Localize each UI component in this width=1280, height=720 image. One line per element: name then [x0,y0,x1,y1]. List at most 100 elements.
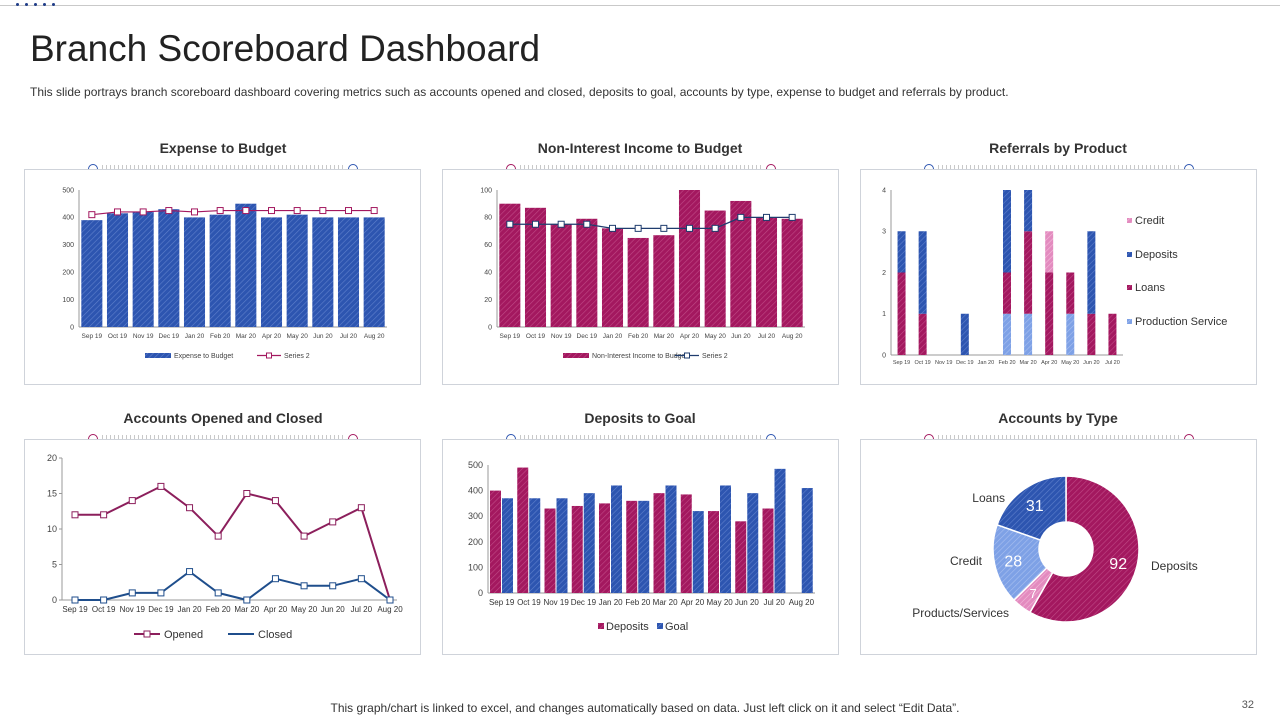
line-marker [88,211,96,219]
legend-label: Closed [258,629,292,641]
bar [599,503,610,593]
x-tick-label: Dec 19 [148,605,174,614]
x-tick-label: Dec 19 [159,333,180,340]
series-line [75,485,391,601]
x-tick-label: Dec 19 [577,333,598,340]
legend-label: Production Service [1135,316,1227,328]
legend-label: Non-Interest Income to Budget [592,353,687,360]
x-tick-label: Sep 19 [489,598,515,607]
bar [665,485,677,593]
line-marker [557,220,565,228]
stacked-bar-segment [897,272,906,355]
pie-value-label: 31 [1026,498,1044,515]
legend-label: Goal [665,621,688,633]
x-tick-label: Aug 20 [377,605,403,614]
series-line [91,209,375,216]
y-tick-label: 1 [882,311,886,318]
y-tick-label: 0 [882,352,886,359]
bar [611,485,622,593]
x-tick-label: Feb 20 [628,333,649,340]
legend-label: Loans [1135,282,1165,294]
x-tick-label: Apr 20 [264,605,288,614]
x-tick-label: Oct 19 [108,333,128,340]
page-title: Branch Scoreboard Dashboard [30,28,541,69]
bar [235,203,257,327]
x-tick-label: Aug 20 [364,333,385,340]
pie-category-label: Deposits [1151,559,1198,573]
line-marker [686,224,693,232]
line-marker [506,220,514,228]
legend-swatch [1127,218,1132,223]
x-tick-label: Dec 19 [571,598,597,607]
x-tick-label: Jul 20 [1105,360,1120,366]
deposits-to-goal-chart[interactable]: 0 100 200 300 400 500 Sep 19 Oct 19 Nov 19 Dec 19… [443,440,838,654]
stacked-bar-segment [1045,272,1054,355]
legend-swatch-marker [143,630,151,638]
x-tick-label: Apr 20 [1041,360,1057,366]
footer-note: This graph/chart is linked to excel, and… [330,701,960,715]
bar [638,500,650,593]
x-tick-label: May 20 [291,605,318,614]
referrals-by-product-chart[interactable]: 0 1 2 3 4 Sep 19 Oct 19 Nov 19 Dec 19 Jan 20 Feb 2… [861,170,1256,384]
bar [781,218,803,327]
line-marker [300,582,308,590]
line-marker [71,511,79,519]
line-marker [634,224,642,232]
bar [704,210,726,327]
bar [627,237,649,327]
x-tick-label: Jun 20 [321,605,346,614]
bar [571,505,583,593]
chart-card-noninterest: 0 20 40 60 80 100 Sep 19 Oct 19 Nov 19 Dec 19 Jan … [442,169,839,385]
x-tick-label: Mar 20 [653,598,678,607]
x-tick-label: Jan 20 [185,333,205,340]
bar [517,467,529,593]
line-marker [128,497,136,505]
page-subtitle: This slide portrays branch scoreboard da… [30,85,1009,99]
bar [680,494,692,593]
panel-title-expense: Expense to Budget [159,140,287,156]
x-tick-label: Nov 19 [120,605,146,614]
pie-value-label: 28 [1004,554,1022,571]
noninterest-income-chart[interactable]: 0 20 40 60 80 100 Sep 19 Oct 19 Nov 19 Dec 19 Jan … [443,170,838,384]
y-tick-label: 20 [47,453,57,463]
accounts-opened-closed-chart[interactable]: 0 5 10 15 20 Sep 19 Oct 19 Nov 19 Dec 19 Jan 20 Fe… [25,440,420,654]
pie-value-label: 7 [1029,586,1036,601]
pie-category-label: Products/Services [912,606,1009,620]
line-marker [319,207,327,215]
x-tick-label: Apr 20 [680,333,700,340]
accounts-by-type-chart[interactable]: 92 Deposits 7 Products/Services 28 Credit 31 Lo… [861,440,1256,654]
x-tick-label: Sep 19 [500,333,521,340]
line-marker [271,575,279,583]
stacked-bar-segment [1003,313,1011,355]
x-tick-label: Apr 20 [262,333,282,340]
bar [735,521,747,593]
page-number: 32 [1241,699,1254,711]
y-tick-label: 60 [484,242,492,249]
line-marker [71,596,79,604]
bar [132,211,154,327]
bar [529,498,541,593]
line-marker [357,504,365,512]
y-tick-label: 100 [468,562,483,572]
x-tick-label: Oct 19 [517,598,541,607]
expense-to-budget-chart[interactable]: 0 100 200 300 400 500 Sep 19 Oct 19 Nov 19 Dec 19… [25,170,420,384]
stacked-bar-segment [1024,231,1033,314]
stacked-bar-segment [1003,190,1011,273]
legend-swatch-marker [684,352,690,359]
x-tick-label: Jan 20 [978,360,995,366]
bar [337,217,360,327]
top-divider [0,5,1280,6]
x-tick-label: Jun 20 [313,333,333,340]
line-marker [532,220,539,228]
legend-label: Deposits [1135,249,1178,261]
line-marker [186,504,194,512]
legend-swatch [1127,252,1132,257]
y-tick-label: 5 [52,560,57,570]
x-tick-label: Oct 19 [526,333,546,340]
x-tick-label: Jul 20 [340,333,358,340]
panel-title-deposits: Deposits to Goal [584,410,696,426]
x-tick-label: Oct 19 [92,605,116,614]
legend-swatch [598,623,604,629]
x-tick-label: Jul 20 [758,333,776,340]
line-marker [243,490,251,497]
